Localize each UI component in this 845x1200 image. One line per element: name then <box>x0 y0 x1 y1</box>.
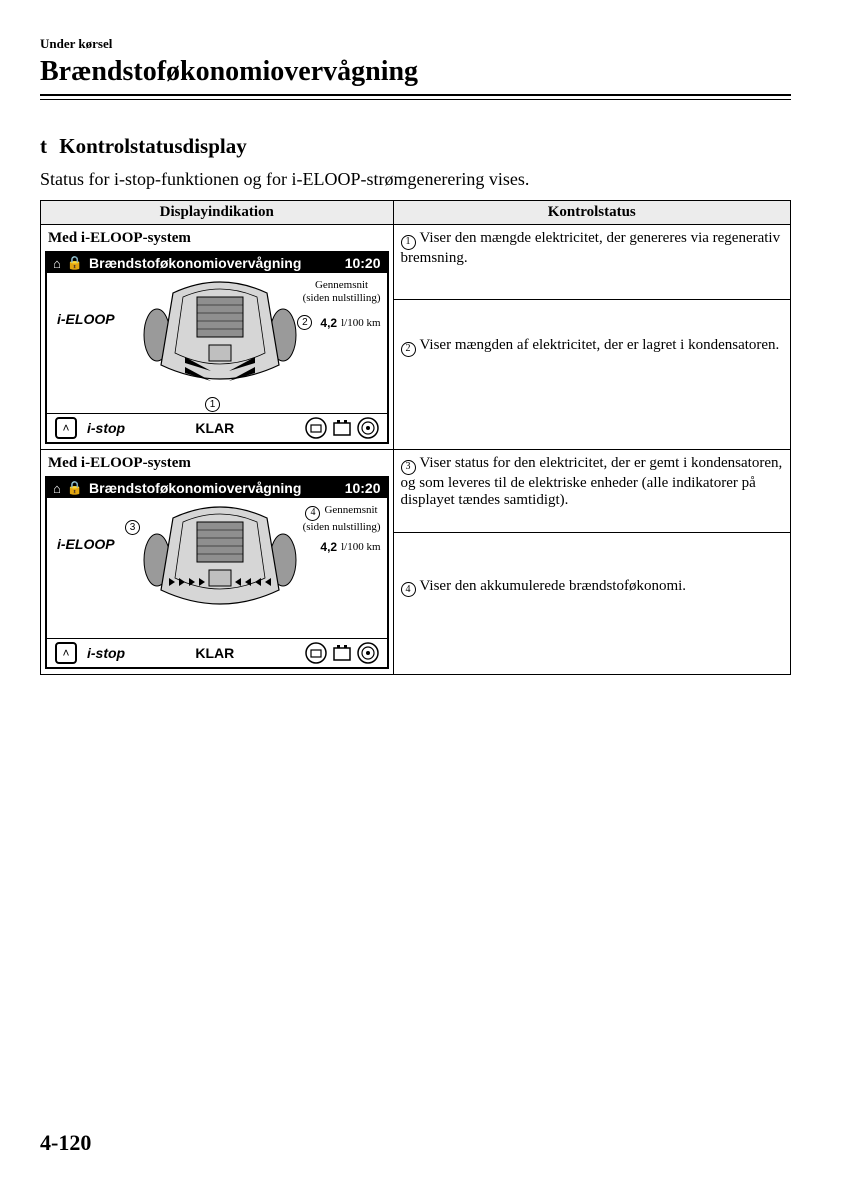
avg-label: Gennemsnit (siden nulstilling) <box>303 279 381 304</box>
avg-value: 4,2 <box>320 540 337 554</box>
avg-line1: Gennemsnit <box>324 504 377 516</box>
col-header-status: Kontrolstatus <box>393 201 791 225</box>
fan-icon <box>357 642 379 664</box>
page-number: 4-120 <box>40 1130 91 1156</box>
panel-header: ⌂ 🔒 Brændstoføkonomiovervågning 10:20 <box>47 253 387 273</box>
istop-label: i-stop <box>87 420 125 436</box>
avg-line1: Gennemsnit <box>303 279 381 292</box>
status-cell: 1Viser den mængde elektricitet, der gene… <box>393 225 791 300</box>
panel-header: ⌂ 🔒 Brændstoføkonomiovervågning 10:20 <box>47 478 387 498</box>
avg-value-row: 4,2 l/100 km <box>320 540 380 554</box>
status-cell: 4 Viser den akkumulerede brændstoføkonomi… <box>393 532 791 674</box>
callout-2: 2 <box>297 315 312 330</box>
section-intro: Status for i-stop-funktionen og for i-EL… <box>40 169 791 190</box>
engine-icon <box>305 417 327 439</box>
panel-time: 10:20 <box>345 255 381 271</box>
avg-label: 4 Gennemsnit (siden nulstilling) <box>303 504 381 533</box>
panel-body: i-ELOOP <box>47 273 387 413</box>
page-title: Brændstoføkonomiovervågning <box>40 56 791 88</box>
ieloop-label: i-ELOOP <box>57 536 115 552</box>
home-icon: ⌂ <box>53 256 61 271</box>
lock-icon: 🔒 <box>67 255 83 271</box>
istop-label: i-stop <box>87 645 125 661</box>
status-text-2: Viser mængden af elektricitet, der er la… <box>420 337 780 353</box>
section-heading: t Kontrolstatusdisplay <box>40 134 791 159</box>
car-diagram <box>135 275 305 411</box>
avg-line2: (siden nulstilling) <box>303 521 381 534</box>
ieloop-label: i-ELOOP <box>57 311 115 327</box>
avg-value-row: 2 4,2 l/100 km <box>297 315 380 330</box>
engine-icon <box>305 642 327 664</box>
status-text-3: Viser status for den elektricitet, der e… <box>401 455 783 508</box>
callout-3: 3 <box>125 520 140 535</box>
display-subheader: Med i-ELOOP-system <box>42 451 392 474</box>
status-num-4: 4 <box>401 582 416 597</box>
status-num-2: 2 <box>401 342 416 357</box>
avg-value: 4,2 <box>320 316 337 330</box>
panel-title: Brændstoføkonomiovervågning <box>89 480 345 496</box>
display-cell: Med i-ELOOP-system ⌂ 🔒 Brændstoføkonomio… <box>41 225 394 450</box>
display-subheader: Med i-ELOOP-system <box>42 226 392 249</box>
panel-time: 10:20 <box>345 480 381 496</box>
status-num-3: 3 <box>401 460 416 475</box>
up-icon: ˄ <box>55 417 77 439</box>
panel-footer: ˄ i-stop KLAR <box>47 638 387 667</box>
display-cell: Med i-ELOOP-system ⌂ 🔒 Brændstoføkonomio… <box>41 450 394 675</box>
infotainment-panel: ⌂ 🔒 Brændstoføkonomiovervågning 10:20 i-… <box>45 476 389 669</box>
status-cell: 2 Viser mængden af elektricitet, der er l… <box>393 300 791 450</box>
callout-4: 4 <box>305 506 320 521</box>
avg-unit: l/100 km <box>341 541 380 553</box>
fan-icon <box>357 417 379 439</box>
callout-1: 1 <box>205 397 220 412</box>
klar-label: KLAR <box>135 645 294 661</box>
section-heading-text: Kontrolstatusdisplay <box>59 134 247 158</box>
title-rule <box>40 94 791 100</box>
avg-unit: l/100 km <box>341 317 380 329</box>
panel-footer: ˄ i-stop KLAR <box>47 413 387 442</box>
footer-icons <box>305 642 379 664</box>
avg-line2: (siden nulstilling) <box>303 292 381 305</box>
panel-title: Brændstoføkonomiovervågning <box>89 255 345 271</box>
status-cell: 3Viser status for den elektricitet, der … <box>393 450 791 533</box>
battery-icon <box>331 642 353 664</box>
section-marker: t <box>40 134 54 159</box>
footer-icons <box>305 417 379 439</box>
col-header-display: Displayindikation <box>41 201 394 225</box>
breadcrumb: Under kørsel <box>40 36 791 52</box>
status-text-4: Viser den akkumulerede brændstoføkonomi. <box>420 578 687 594</box>
status-table: Displayindikation Kontrolstatus Med i-EL… <box>40 200 791 675</box>
status-num-1: 1 <box>401 235 416 250</box>
status-text-1: Viser den mængde elektricitet, der gener… <box>401 230 781 266</box>
klar-label: KLAR <box>135 420 294 436</box>
lock-icon: 🔒 <box>67 480 83 496</box>
home-icon: ⌂ <box>53 481 61 496</box>
up-icon: ˄ <box>55 642 77 664</box>
panel-body: i-ELOOP <box>47 498 387 638</box>
infotainment-panel: ⌂ 🔒 Brændstoføkonomiovervågning 10:20 i-… <box>45 251 389 444</box>
battery-icon <box>331 417 353 439</box>
car-diagram <box>135 500 305 636</box>
